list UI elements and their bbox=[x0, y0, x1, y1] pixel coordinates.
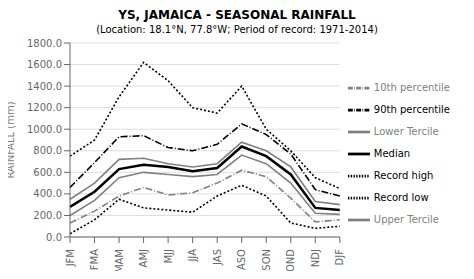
svg-text:1200.0: 1200.0 bbox=[27, 102, 62, 113]
html-text:Record low: Record low bbox=[373, 192, 429, 203]
svg-text:DJF: DJF bbox=[334, 249, 345, 266]
svg-text:FMA: FMA bbox=[89, 249, 100, 270]
svg-text:MJJ: MJJ bbox=[163, 249, 174, 264]
html-text:Lower Tercile: Lower Tercile bbox=[373, 126, 439, 137]
svg-text:1800.0: 1800.0 bbox=[27, 38, 62, 49]
svg-text:800.0: 800.0 bbox=[33, 145, 62, 156]
html-text:YS, JAMAICA - SEASONAL RAINFAL: YS, JAMAICA - SEASONAL RAINFALL bbox=[118, 8, 356, 22]
svg-text:JAS: JAS bbox=[212, 249, 223, 266]
svg-text:0.0: 0.0 bbox=[46, 232, 62, 243]
svg-text:JFM: JFM bbox=[65, 249, 76, 267]
html-text:90th percentile: 90th percentile bbox=[373, 104, 450, 115]
svg-text:JJA: JJA bbox=[187, 249, 198, 263]
svg-text:1000.0: 1000.0 bbox=[27, 124, 62, 135]
svg-text:200.0: 200.0 bbox=[33, 210, 62, 221]
svg-text:1400.0: 1400.0 bbox=[27, 81, 62, 92]
svg-text:AMJ: AMJ bbox=[138, 249, 149, 267]
svg-text:ASO: ASO bbox=[236, 249, 247, 270]
svg-text:RAINFALL (mm): RAINFALL (mm) bbox=[8, 101, 16, 178]
svg-text:NDJ: NDJ bbox=[310, 249, 321, 267]
html-text:(Location: 18.1°N, 77.8°W; Per: (Location: 18.1°N, 77.8°W; Period of rec… bbox=[96, 24, 378, 35]
html-text:Median: Median bbox=[373, 148, 411, 159]
svg-text:MAM: MAM bbox=[114, 249, 125, 271]
svg-text:600.0: 600.0 bbox=[33, 167, 62, 178]
html-text:10th percentile: 10th percentile bbox=[373, 82, 450, 93]
svg-text:OND: OND bbox=[285, 249, 296, 271]
html-text:Record high: Record high bbox=[373, 170, 434, 181]
html-text:Upper Tercile: Upper Tercile bbox=[373, 214, 439, 225]
svg-text:400.0: 400.0 bbox=[33, 188, 62, 199]
svg-text:SON: SON bbox=[261, 249, 272, 271]
svg-text:1600.0: 1600.0 bbox=[27, 59, 62, 70]
